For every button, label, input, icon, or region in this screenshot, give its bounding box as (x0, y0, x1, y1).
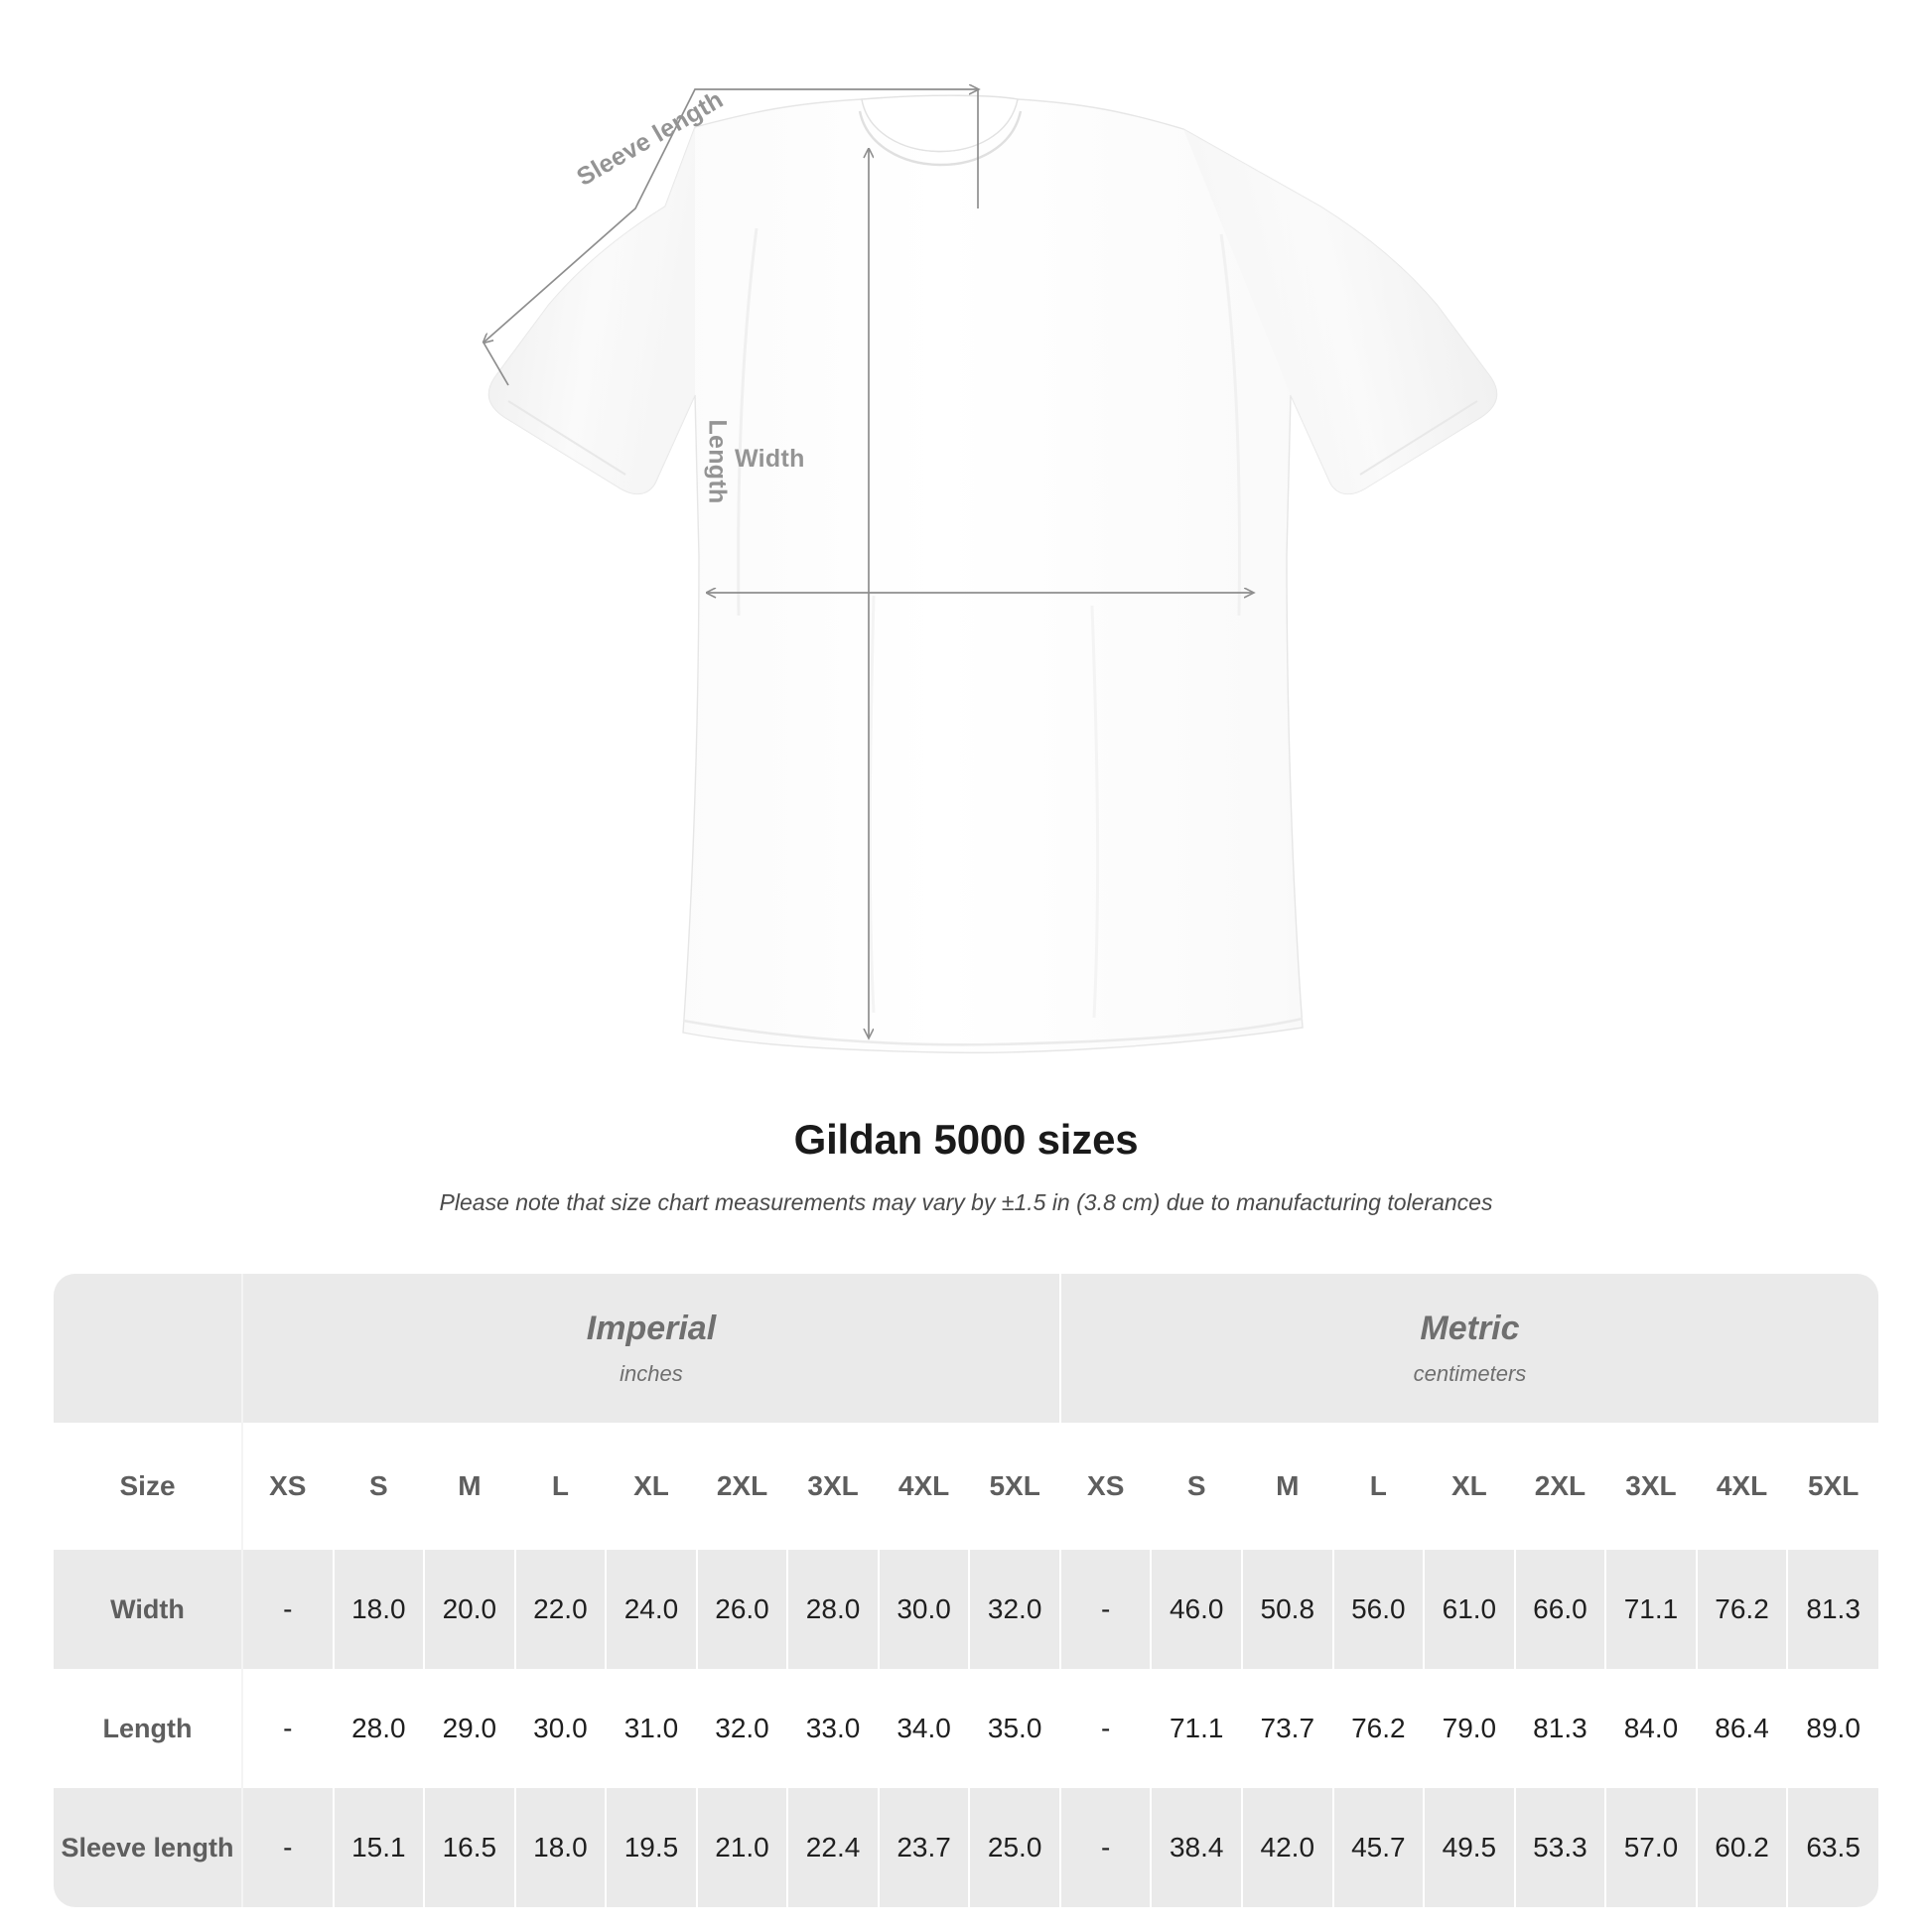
sleeve-imp-5xl: 25.0 (969, 1788, 1061, 1907)
width-met-s: 46.0 (1151, 1550, 1244, 1669)
length-met-xs: - (1059, 1669, 1153, 1788)
width-imp-2xl: 26.0 (696, 1550, 789, 1669)
size-col-met-s: S (1151, 1423, 1244, 1550)
sleeve-imp-4xl: 23.7 (878, 1788, 971, 1907)
length-imp-5xl: 35.0 (969, 1669, 1061, 1788)
size-col-imp-3xl: 3XL (787, 1423, 880, 1550)
sleeve-met-2xl: 53.3 (1514, 1788, 1607, 1907)
imperial-name: Imperial (586, 1310, 717, 1348)
imperial-header: Imperial inches (242, 1274, 1061, 1423)
size-col-met-l: L (1332, 1423, 1426, 1550)
length-met-3xl: 84.0 (1605, 1669, 1698, 1788)
width-met-4xl: 76.2 (1696, 1550, 1789, 1669)
sleeve-imp-2xl: 21.0 (696, 1788, 789, 1907)
row-label-sleeve-length: Sleeve length (54, 1788, 243, 1907)
row-label-width: Width (54, 1550, 243, 1669)
length-imp-m: 29.0 (424, 1669, 516, 1788)
width-label: Width (735, 445, 805, 473)
length-met-l: 76.2 (1332, 1669, 1426, 1788)
imperial-unit: inches (620, 1360, 683, 1386)
tolerance-note: Please note that size chart measurements… (439, 1189, 1493, 1215)
sleeve-met-4xl: 60.2 (1696, 1788, 1789, 1907)
size-col-imp-xs: XS (242, 1423, 335, 1550)
length-imp-2xl: 32.0 (696, 1669, 789, 1788)
chart-heading: Gildan 5000 sizes Please note that size … (0, 1116, 1932, 1216)
sleeve-imp-xl: 19.5 (606, 1788, 698, 1907)
width-imp-m: 20.0 (424, 1550, 516, 1669)
length-imp-l: 30.0 (514, 1669, 608, 1788)
length-met-2xl: 81.3 (1514, 1669, 1607, 1788)
measurement-guides (483, 89, 1253, 1037)
sleeve-met-5xl: 63.5 (1787, 1788, 1878, 1907)
size-col-met-4xl: 4XL (1696, 1423, 1789, 1550)
width-imp-s: 18.0 (333, 1550, 426, 1669)
length-imp-xl: 31.0 (606, 1669, 698, 1788)
width-imp-5xl: 32.0 (969, 1550, 1061, 1669)
sleeve-imp-l: 18.0 (514, 1788, 608, 1907)
size-col-met-xs: XS (1059, 1423, 1153, 1550)
sleeve-met-l: 45.7 (1332, 1788, 1426, 1907)
size-col-imp-4xl: 4XL (878, 1423, 971, 1550)
width-imp-l: 22.0 (514, 1550, 608, 1669)
width-met-l: 56.0 (1332, 1550, 1426, 1669)
length-imp-3xl: 33.0 (787, 1669, 880, 1788)
width-met-xs: - (1059, 1550, 1153, 1669)
sleeve-met-xl: 49.5 (1424, 1788, 1516, 1907)
sleeve-met-3xl: 57.0 (1605, 1788, 1698, 1907)
length-imp-s: 28.0 (333, 1669, 426, 1788)
length-met-m: 73.7 (1242, 1669, 1334, 1788)
size-chart-table: Imperial inches Metric centimeters Size … (54, 1274, 1878, 1907)
size-col-imp-5xl: 5XL (969, 1423, 1061, 1550)
size-col-met-3xl: 3XL (1605, 1423, 1698, 1550)
sleeve-met-xs: - (1059, 1788, 1153, 1907)
unit-system-row: Imperial inches Metric centimeters (54, 1274, 1878, 1423)
length-met-4xl: 86.4 (1696, 1669, 1789, 1788)
size-label: Size (54, 1423, 243, 1550)
tshirt-diagram: Sleeve length Length Width (0, 0, 1498, 1054)
width-met-3xl: 71.1 (1605, 1550, 1698, 1669)
size-col-met-5xl: 5XL (1787, 1423, 1878, 1550)
width-imp-xl: 24.0 (606, 1550, 698, 1669)
width-met-5xl: 81.3 (1787, 1550, 1878, 1669)
width-imp-4xl: 30.0 (878, 1550, 971, 1669)
metric-header: Metric centimeters (1059, 1274, 1878, 1423)
length-label: Length (703, 419, 732, 504)
width-imp-3xl: 28.0 (787, 1550, 880, 1669)
row-label-length: Length (54, 1669, 243, 1788)
band-spacer (54, 1274, 243, 1423)
size-col-met-m: M (1242, 1423, 1334, 1550)
width-met-m: 50.8 (1242, 1550, 1334, 1669)
sleeve-imp-s: 15.1 (333, 1788, 426, 1907)
metric-name: Metric (1420, 1310, 1520, 1348)
tshirt-body (487, 94, 1498, 1054)
length-met-5xl: 89.0 (1787, 1669, 1878, 1788)
width-met-xl: 61.0 (1424, 1550, 1516, 1669)
length-met-xl: 79.0 (1424, 1669, 1516, 1788)
size-col-imp-2xl: 2XL (696, 1423, 789, 1550)
sleeve-met-s: 38.4 (1151, 1788, 1244, 1907)
sleeve-imp-xs: - (242, 1788, 335, 1907)
size-col-imp-xl: XL (606, 1423, 698, 1550)
table-row-sleeve-length: Sleeve length - 15.1 16.5 18.0 19.5 21.0… (54, 1788, 1878, 1907)
table-row-width: Width - 18.0 20.0 22.0 24.0 26.0 28.0 30… (54, 1550, 1878, 1669)
size-header-row: Size XS S M L XL 2XL 3XL 4XL 5XL XS S M … (54, 1423, 1878, 1550)
size-col-imp-m: M (424, 1423, 516, 1550)
width-imp-xs: - (242, 1550, 335, 1669)
tshirt-illustration (0, 0, 1498, 1054)
size-col-met-xl: XL (1424, 1423, 1516, 1550)
size-col-imp-l: L (514, 1423, 608, 1550)
sleeve-imp-m: 16.5 (424, 1788, 516, 1907)
length-met-s: 71.1 (1151, 1669, 1244, 1788)
length-imp-xs: - (242, 1669, 335, 1788)
size-col-met-2xl: 2XL (1514, 1423, 1607, 1550)
metric-unit: centimeters (1413, 1360, 1527, 1386)
sleeve-met-m: 42.0 (1242, 1788, 1334, 1907)
sleeve-imp-3xl: 22.4 (787, 1788, 880, 1907)
length-imp-4xl: 34.0 (878, 1669, 971, 1788)
width-met-2xl: 66.0 (1514, 1550, 1607, 1669)
page-title: Gildan 5000 sizes (793, 1116, 1139, 1163)
size-col-imp-s: S (333, 1423, 426, 1550)
table-row-length: Length - 28.0 29.0 30.0 31.0 32.0 33.0 3… (54, 1669, 1878, 1788)
